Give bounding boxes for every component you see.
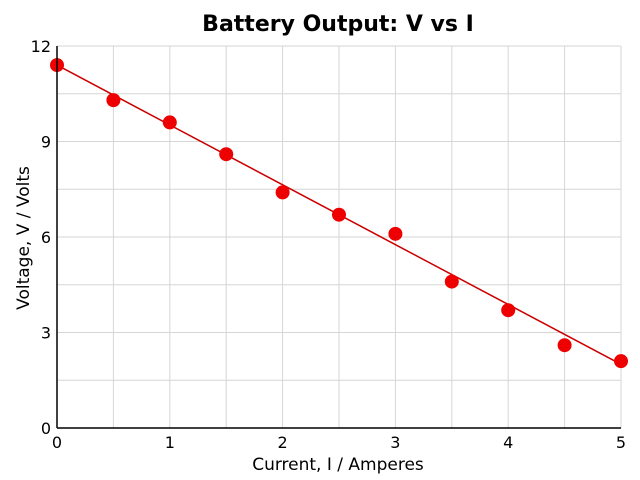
- data-point: [501, 303, 516, 318]
- x-tick-label: 2: [278, 433, 288, 452]
- y-tick-label: 0: [41, 419, 51, 438]
- data-point: [388, 226, 403, 241]
- x-tick-label: 0: [52, 433, 62, 452]
- y-tick-label: 12: [31, 37, 51, 56]
- x-tick-label: 5: [616, 433, 626, 452]
- x-tick-label: 4: [503, 433, 513, 452]
- data-point: [219, 147, 234, 162]
- data-points: [50, 58, 628, 369]
- axes: [56, 46, 621, 429]
- y-tick-label: 9: [41, 133, 51, 152]
- x-axis-label: Current, I / Amperes: [252, 455, 424, 475]
- x-tick-label: 3: [390, 433, 400, 452]
- y-axis-label: Voltage, V / Volts: [14, 166, 34, 310]
- data-point: [444, 274, 459, 289]
- data-point: [275, 185, 290, 200]
- y-tick-label: 6: [41, 228, 51, 247]
- data-point: [106, 93, 121, 108]
- data-point: [162, 115, 177, 130]
- y-tick-label: 3: [41, 324, 51, 343]
- chart-title: Battery Output: V vs I: [202, 12, 474, 37]
- grid: [56, 45, 622, 429]
- data-point: [557, 338, 572, 353]
- data-point: [332, 207, 346, 222]
- data-point: [614, 354, 628, 369]
- x-tick-label: 1: [165, 433, 175, 452]
